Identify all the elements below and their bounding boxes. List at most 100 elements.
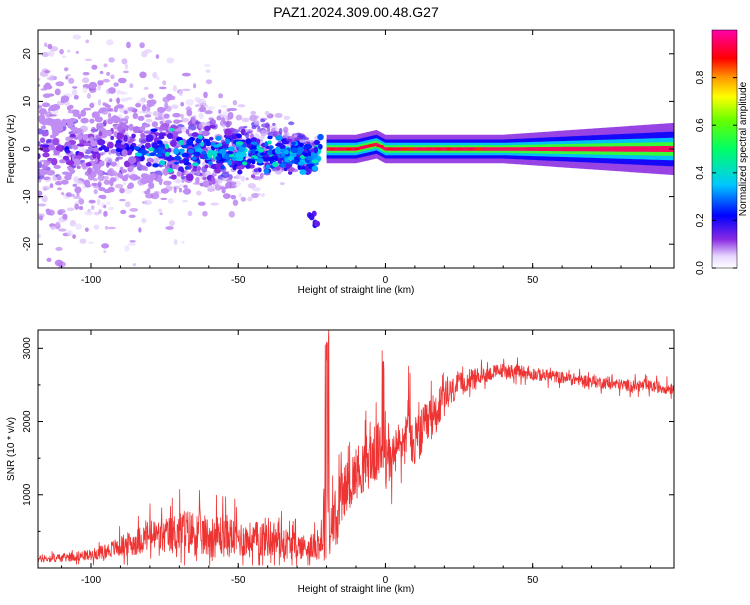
spectrogram-cell [231,156,238,162]
spectrogram-cell [185,128,190,135]
spectrogram-cell [122,181,127,186]
spectrogram-cell [38,83,41,87]
spectrogram-cell [287,156,295,161]
spectrogram-cell [226,120,233,126]
spectrogram-cell [46,257,52,263]
spectrogram-cell [259,172,264,179]
spectrogram-cell [245,177,249,181]
spectrogram-cell [145,162,152,167]
spectrogram-cell [164,143,169,150]
snr-y-ticks: 1000 2000 3000 [22,337,674,532]
spectrogram-cell [173,187,177,194]
spectrogram-cell [65,160,75,166]
spectrogram-cell [114,183,124,189]
spectrogram-cell [96,152,101,160]
spectrogram-cell [223,193,228,199]
spectrogram-cell [71,89,78,96]
spectrogram-cell [159,120,164,125]
spectrogram-cell [214,184,222,191]
spectrogram-cell [210,202,219,206]
spectrogram-cell [298,161,305,166]
spectrogram-cell [264,110,270,116]
spectrogram-cell [192,167,198,172]
spectrogram-cell [88,241,94,245]
spectrogram-cell [146,134,154,142]
spectrogram-cell [91,64,98,70]
spectrogram-cell [178,139,184,146]
colorbar-tick-label: 0.4 [695,165,706,179]
spectrogram-cell [109,172,114,177]
spectrogram-cell [272,122,276,126]
spectrogram-cell [47,43,53,50]
spectrogram-cell [84,58,92,62]
figure-title: PAZ1.2024.309.00.48.G27 [273,4,439,20]
spectrogram-cell [253,168,258,173]
spectrogram-cell [148,181,155,189]
spectrogram-cell [57,261,66,268]
spectrogram-cell [107,118,114,125]
spectrogram-cell [194,104,200,108]
spectrogram-cell [164,102,169,109]
spectrogram-cell [60,179,69,185]
spectrogram-cell [119,187,125,194]
spectrogram-cell [110,161,117,167]
spectrogram-cell [104,157,113,164]
spectrogram-cell [207,152,213,159]
spectrogram-cell [185,99,194,106]
spectrogram-cell [315,220,321,227]
spectrogram-cell [198,123,203,129]
spectrogram-cell [220,165,225,170]
spectrogram-cell [38,77,41,81]
spectrogram-cell [291,158,296,164]
colorbar-gradient [711,29,738,269]
spectrogram-cell [178,184,185,187]
spectrogram-cell [148,93,154,99]
spectrogram-cell [181,240,185,244]
spectrogram-cell [61,55,67,58]
spectrogram-cell [201,150,207,155]
spectrogram-cell [232,100,238,106]
spectrogram-cell [38,233,41,238]
spectrogram-cell [238,152,247,158]
spectrogram-cell [258,148,265,153]
colorbar-tick-label: 0.8 [695,70,706,84]
spectrogram-cell [143,130,153,134]
spectrogram-cell [141,165,147,171]
spectrogram-cell [185,173,194,181]
spectrogram-cell [253,120,260,125]
spectrogram-cell [97,198,101,206]
spectrogram-cell [38,163,41,169]
spectrogram-cell [283,149,289,155]
spectrogram-cell [235,173,241,180]
spectrogram-cell [224,128,232,136]
spectrogram-cell [283,167,288,172]
spectrogram-ridge-peak [367,144,375,147]
spectrogram-cell [225,138,231,145]
spectrogram-cell [171,104,179,110]
spectrogram-cell [191,156,197,161]
spectrogram-cell [169,127,175,132]
spectrogram-cell [278,127,283,135]
spectrogram-cell [143,86,149,90]
spectrogram-cell [141,217,147,224]
spectrogram-cell [124,188,133,194]
spectrogram-cell [55,221,61,227]
spectrogram-cell [86,92,92,99]
spectrogram-cell [311,165,319,172]
spectrogram-cell [151,142,158,149]
spectrogram-cell [215,135,222,141]
spectrogram-cell [38,114,46,122]
spectrogram-cell [267,140,272,145]
spectrogram-cell [230,194,237,200]
spectrogram-cell [107,130,112,137]
spectrogram-cell [87,167,92,175]
spectrogram-cell [101,243,110,249]
spectrogram-cell [103,249,107,254]
spectrogram-cell [72,183,78,187]
spectrogram-cell [46,210,52,216]
spectrogram-cell [285,163,291,169]
spectrogram-cell [238,146,246,153]
spectrogram-cell [55,246,63,252]
spectrogram-cell [105,162,110,168]
